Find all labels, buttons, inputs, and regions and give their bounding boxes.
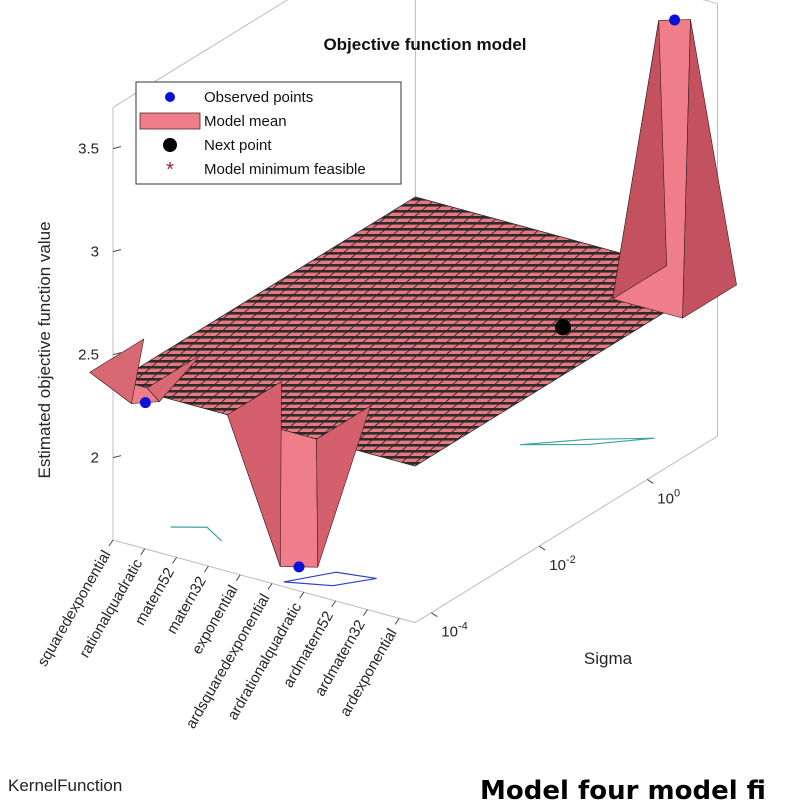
video-caption: Model four model fi <box>479 775 768 806</box>
model-mean-surface <box>89 19 737 587</box>
legend-entry: Next point <box>204 137 272 154</box>
kernel-tick-mark <box>299 591 305 599</box>
data-points <box>139 14 681 573</box>
legend-symbol-mean <box>139 112 201 130</box>
kernel-tick-mark <box>108 539 114 547</box>
contour-line <box>170 526 223 542</box>
x-axis-label: Sigma <box>584 649 633 668</box>
legend-symbol-next <box>163 138 177 152</box>
kernel-tick-mark <box>140 548 146 555</box>
box-edge <box>112 0 289 108</box>
z-tick-mark <box>112 249 122 253</box>
surface-facet <box>146 354 202 403</box>
sigma-tick-mark <box>647 479 654 484</box>
surface-facet <box>89 338 145 405</box>
kernel-tick-mark <box>172 557 178 564</box>
sigma-tick-mark <box>539 545 546 551</box>
observed-point <box>139 397 151 409</box>
chart-title: Objective function model <box>323 35 526 54</box>
z-tick-label: 2.5 <box>78 347 99 364</box>
legend-box <box>135 81 402 185</box>
box-edge <box>702 0 718 5</box>
box-edge <box>414 435 718 624</box>
surface-facet <box>612 20 667 300</box>
kernel-function-axis-name: KernelFunction <box>8 776 123 795</box>
observed-point <box>669 14 681 26</box>
next-point <box>555 319 571 336</box>
z-tick-label: 3.5 <box>78 141 99 158</box>
legend-symbol-minimum: * <box>166 159 174 181</box>
z-tick-label: 3 <box>91 244 99 261</box>
contour-line <box>520 437 655 446</box>
legend-entry: Model minimum feasible <box>204 161 366 178</box>
z-tick-mark <box>112 455 122 459</box>
surface-facet <box>682 19 737 319</box>
surface-facet <box>227 380 282 567</box>
sigma-tick-mark <box>431 612 438 618</box>
surface-facet <box>316 405 372 568</box>
sigma-tick-label: 100 <box>657 487 680 507</box>
observed-point <box>293 561 305 573</box>
kernel-tick-mark <box>331 600 337 608</box>
contour-line <box>283 571 377 587</box>
legend-entry: Observed points <box>204 89 313 106</box>
sigma-tick-label: 10-2 <box>549 554 575 574</box>
z-tick-label: 2 <box>91 450 99 467</box>
z-tick-mark <box>112 146 122 150</box>
z-tick-mark <box>112 352 122 356</box>
legend-entry: Model mean <box>204 113 287 130</box>
legend-symbol-observed <box>165 92 175 102</box>
kernel-tick-mark <box>362 609 368 616</box>
sigma-tick-label: 10-4 <box>441 621 467 641</box>
kernel-tick-mark <box>267 583 273 590</box>
kernel-tick-mark <box>203 565 209 573</box>
box-edge <box>112 539 416 624</box>
z-axis-label: Estimated objective function value <box>35 221 54 478</box>
kernel-tick-mark <box>394 618 400 625</box>
kernel-tick-mark <box>235 574 241 582</box>
legend: Observed points Model mean Next point * Mode… <box>135 81 402 185</box>
